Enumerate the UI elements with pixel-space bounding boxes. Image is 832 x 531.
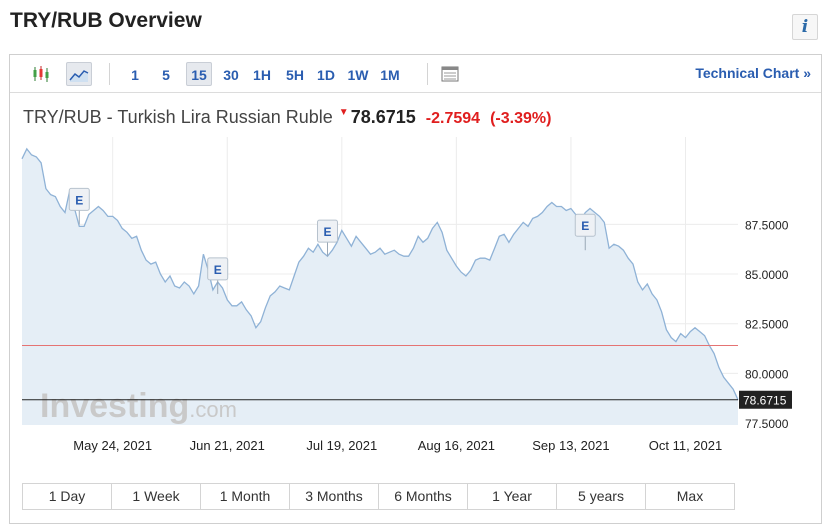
price-chart[interactable]: Investing.com 87.5000 85.0000 82.5000 80.000… [10, 55, 821, 475]
price-change-percent: (-3.39%) [490, 110, 552, 127]
x-tick-label: Oct 11, 2021 [649, 438, 722, 453]
event-label: E [214, 263, 222, 277]
event-marker [207, 257, 229, 281]
period-1-month[interactable]: 1 Month [201, 484, 290, 509]
period-selector: 1 Day 1 Week 1 Month 3 Months 6 Months 1 Year… [22, 483, 735, 510]
event-label: E [75, 193, 83, 207]
last-price: 78.6715 [350, 107, 416, 127]
toolbar-divider [109, 63, 110, 85]
price-line [21, 147, 739, 401]
watermark: Investing.com [40, 387, 237, 425]
price-area [22, 148, 738, 425]
period-1-year[interactable]: 1 Year [468, 484, 557, 509]
y-tick-label: 80.0000 [745, 367, 789, 381]
price-change: -2.7594 [425, 110, 481, 127]
timeframe-1w[interactable]: 1W [347, 67, 369, 83]
info-icon[interactable]: i [792, 14, 818, 40]
area-line-icon[interactable] [66, 62, 92, 86]
last-price-badge [739, 390, 792, 409]
chart-widget: 1 5 15 30 1H 5H 1D 1W 1M Technical Chart » TRY/R… [9, 54, 822, 524]
period-1-week[interactable]: 1 Week [112, 484, 201, 509]
x-tick-label: Aug 16, 2021 [418, 438, 495, 453]
period-3-months[interactable]: 3 Months [290, 484, 379, 509]
timeframe-1[interactable]: 1 [131, 67, 139, 83]
technical-chart-link[interactable]: Technical Chart » [695, 65, 811, 81]
event-marker [574, 213, 596, 237]
timeframe-1d[interactable]: 1D [317, 67, 335, 83]
timeframe-1h[interactable]: 1H [253, 67, 271, 83]
x-tick-label: Sep 13, 2021 [532, 438, 609, 453]
period-max[interactable]: Max [676, 488, 704, 504]
event-label: E [581, 219, 589, 233]
period-5-years[interactable]: 5 years [557, 484, 646, 509]
timeframe-5[interactable]: 5 [162, 67, 170, 83]
toolbar-divider [427, 63, 428, 85]
x-tick-label: May 24, 2021 [73, 438, 152, 453]
event-label: E [323, 225, 331, 239]
candlestick-icon[interactable] [28, 62, 54, 86]
instrument-name: TRY/RUB - Turkish Lira Russian Ruble [23, 107, 333, 127]
last-price-badge-label: 78.6715 [743, 394, 787, 408]
y-tick-label: 87.5000 [745, 218, 789, 232]
timeframe-5h[interactable]: 5H [286, 67, 304, 83]
period-6-months[interactable]: 6 Months [379, 484, 468, 509]
timeframe-1m[interactable]: 1M [380, 67, 400, 83]
chart-toolbar: 1 5 15 30 1H 5H 1D 1W 1M Technical Chart » [10, 55, 821, 93]
timeframe-15[interactable]: 15 [186, 62, 212, 86]
y-tick-label: 82.5000 [745, 318, 789, 332]
page-title: TRY/RUB Overview [10, 9, 202, 32]
y-tick-label: 85.0000 [745, 268, 789, 282]
table-icon[interactable] [437, 62, 463, 86]
y-tick-label: 77.5000 [745, 417, 789, 431]
x-tick-label: Jul 19, 2021 [306, 438, 377, 453]
x-tick-label: Jun 21, 2021 [190, 438, 265, 453]
event-marker [68, 187, 90, 211]
quote-header: TRY/RUB - Turkish Lira Russian Ruble ▼ 78.… [23, 107, 551, 128]
period-1-day[interactable]: 1 Day [23, 484, 112, 509]
down-arrow-icon: ▼ [338, 107, 349, 118]
timeframe-30[interactable]: 30 [223, 67, 239, 83]
event-marker [316, 219, 338, 243]
